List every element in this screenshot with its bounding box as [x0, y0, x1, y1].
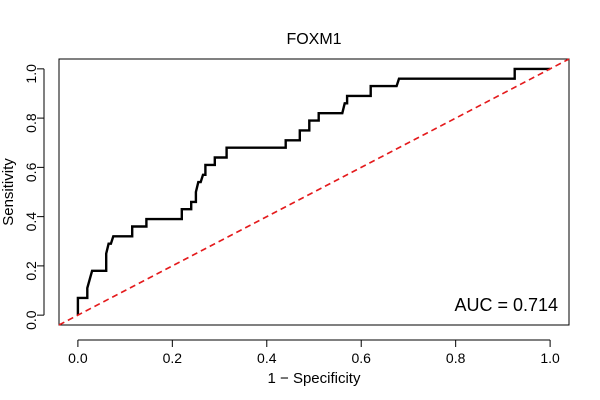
- y-tick-label: 0.6: [23, 162, 39, 182]
- series-layer: [58, 58, 570, 326]
- plot-frame: [58, 58, 570, 326]
- x-tick-label: 0.8: [446, 350, 466, 366]
- reference-diagonal-line: [58, 58, 570, 326]
- x-tick-label: 0.6: [351, 350, 371, 366]
- y-axis: 0.0 0.2 0.4 0.6 0.8 1.0: [23, 64, 45, 330]
- chart-title: FOXM1: [286, 31, 341, 48]
- x-axis-label: 1 − Specificity: [268, 370, 361, 387]
- y-tick-label: 0.0: [23, 310, 39, 330]
- x-tick-label: 0.4: [257, 350, 277, 366]
- roc-curve-line: [76, 67, 551, 316]
- y-tick-label: 0.4: [23, 212, 39, 232]
- y-tick-label: 0.8: [23, 113, 39, 133]
- auc-annotation: AUC = 0.714: [454, 295, 558, 315]
- x-tick-label: 0.0: [68, 350, 88, 366]
- y-tick-label: 0.2: [23, 261, 39, 281]
- y-tick-label: 1.0: [23, 64, 39, 84]
- x-axis: 0.0 0.2 0.4 0.6 0.8 1.0: [68, 339, 560, 366]
- x-tick-label: 1.0: [540, 350, 560, 366]
- y-axis-label: Sensitivity: [0, 158, 17, 226]
- x-tick-label: 0.2: [163, 350, 183, 366]
